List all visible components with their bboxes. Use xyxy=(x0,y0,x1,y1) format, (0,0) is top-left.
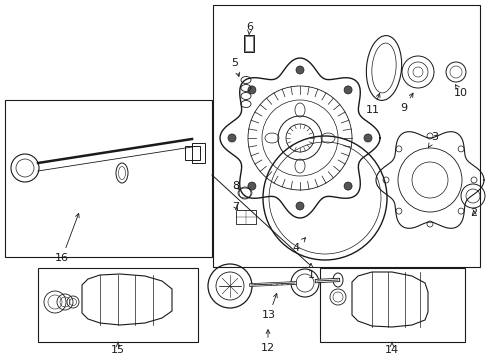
Circle shape xyxy=(247,86,255,94)
Text: 12: 12 xyxy=(261,330,274,353)
Text: 2: 2 xyxy=(469,208,477,218)
Text: 5: 5 xyxy=(231,58,239,76)
Circle shape xyxy=(344,182,351,190)
Bar xyxy=(192,143,204,163)
Bar xyxy=(213,5,479,267)
Bar xyxy=(38,268,198,342)
Bar xyxy=(5,100,212,257)
Text: 10: 10 xyxy=(453,85,467,98)
Circle shape xyxy=(344,86,351,94)
Bar xyxy=(319,268,464,342)
Text: 15: 15 xyxy=(111,342,125,355)
Circle shape xyxy=(247,182,255,190)
Circle shape xyxy=(295,202,304,210)
Text: 16: 16 xyxy=(55,213,79,263)
Text: 8: 8 xyxy=(232,181,239,191)
Text: 14: 14 xyxy=(384,342,398,355)
Bar xyxy=(236,210,256,224)
Bar xyxy=(244,35,253,52)
Text: 9: 9 xyxy=(400,93,412,113)
Text: 3: 3 xyxy=(427,132,438,147)
Text: 13: 13 xyxy=(262,293,277,320)
Bar xyxy=(244,36,252,51)
Circle shape xyxy=(227,134,236,142)
Text: 11: 11 xyxy=(365,94,379,115)
Circle shape xyxy=(363,134,371,142)
Bar xyxy=(184,146,200,160)
Text: 4: 4 xyxy=(292,238,305,253)
Text: 6: 6 xyxy=(246,22,253,35)
Text: 1: 1 xyxy=(307,264,314,280)
Text: 7: 7 xyxy=(232,202,239,212)
Circle shape xyxy=(295,66,304,74)
